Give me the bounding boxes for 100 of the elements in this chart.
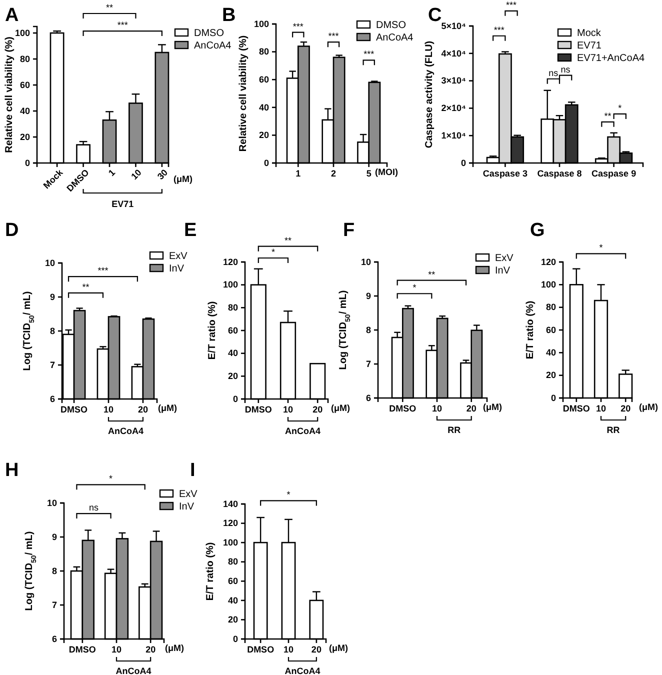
y-tick-label: 120 <box>540 256 556 267</box>
text: * <box>286 490 291 500</box>
x-axis-title: (μM) <box>483 402 502 412</box>
x-tick-label: DMSO <box>244 404 272 414</box>
y-tick-label: 0 <box>24 158 30 168</box>
y-tick-label: 100 <box>222 537 238 548</box>
chart-title: D <box>5 220 19 241</box>
y-tick-label: 60 <box>546 324 556 335</box>
y-tick-label: 3×10⁴ <box>441 76 466 86</box>
x-tick-label: 5 <box>366 168 372 178</box>
x-tick-label: 20 <box>312 404 323 414</box>
legend-label: DMSO <box>376 20 406 31</box>
y-tick-label: 20 <box>258 130 269 140</box>
y-tick-label: 4×10⁴ <box>441 48 466 58</box>
x-tick-label: 10 <box>596 403 606 414</box>
y-tick-label: 7 <box>50 360 55 370</box>
y-tick-label: 80 <box>228 556 238 567</box>
y-axis-title: Relative cell viability (%) <box>238 35 249 152</box>
legend-label: ExV <box>495 253 514 264</box>
y-tick-label: 10 <box>360 256 371 267</box>
legend-label: InV <box>169 264 184 274</box>
y-tick-label: 40 <box>20 106 30 116</box>
legend-label: InV <box>179 502 194 512</box>
chart-title: H <box>5 460 19 481</box>
y-tick-label: 120 <box>222 518 238 528</box>
x-tick-label: DMSO <box>247 644 274 654</box>
x-tick-label: 10 <box>282 404 294 414</box>
y-tick-label: 1×10⁴ <box>441 130 466 140</box>
text: AnCoA4 <box>285 426 321 436</box>
y-tick-label: 100 <box>222 280 238 290</box>
text: RR <box>448 425 462 435</box>
y-tick-label: 100 <box>540 280 556 290</box>
y-tick-label: 6 <box>52 634 57 644</box>
text: RR <box>606 425 620 435</box>
chart-title: B <box>222 5 236 26</box>
y-tick-label: 9 <box>50 292 55 302</box>
y-tick-label: 80 <box>20 54 30 64</box>
x-axis-title: (MOI) <box>375 167 398 177</box>
y-tick-label: 80 <box>228 302 238 313</box>
y-tick-label: 120 <box>222 256 238 267</box>
y-tick-label: 60 <box>228 576 238 586</box>
x-tick-label: 10 <box>111 644 122 654</box>
y-tick-label: 80 <box>258 46 269 57</box>
y-tick-label: 9 <box>366 290 371 301</box>
text: *** <box>506 0 517 10</box>
y-tick-label: 20 <box>228 614 238 625</box>
y-tick-label: 20 <box>20 132 30 142</box>
annotation: *** <box>292 21 304 32</box>
x-tick-label: 10 <box>432 403 442 414</box>
y-tick-label: 100 <box>14 28 30 38</box>
x-tick-label: 20 <box>311 644 322 654</box>
x-axis-title: (μM) <box>331 403 350 413</box>
x-tick-label: 30 <box>155 167 170 182</box>
text: AnCoA4 <box>116 666 152 675</box>
x-tick-label: 20 <box>138 404 148 414</box>
y-tick-label: 60 <box>20 80 30 90</box>
y-tick-label: 80 <box>546 302 556 312</box>
y-axis-title: Relative cell viability (%) <box>4 36 15 153</box>
annotation: ** <box>82 282 90 292</box>
annotation: *** <box>364 49 375 60</box>
legend-label: AnCoA4 <box>194 40 232 52</box>
x-tick-label: 2 <box>330 168 336 178</box>
y-tick-label: 0 <box>550 392 556 403</box>
x-axis-title: (μM) <box>165 643 184 653</box>
y-tick-label: 40 <box>546 348 556 358</box>
y-axis-title: E/T ratio (%) <box>525 300 536 360</box>
y-tick-label: 0 <box>232 634 238 644</box>
legend-label: EV71+AnCoA4 <box>577 53 645 64</box>
legend-label: Mock <box>577 28 602 39</box>
y-tick-label: 0 <box>232 394 238 404</box>
x-tick-label: Caspase 8 <box>537 168 582 178</box>
y-tick-label: 40 <box>258 102 269 112</box>
chart-title: C <box>428 5 442 26</box>
y-tick-label: 40 <box>228 595 238 606</box>
x-axis-title: (μM) <box>158 403 177 413</box>
legend-label: AnCoA4 <box>376 32 414 44</box>
y-tick-label: 20 <box>546 370 556 380</box>
y-tick-label: 8 <box>52 566 57 576</box>
x-tick-label: 10 <box>129 167 144 182</box>
text: * <box>109 474 114 484</box>
text: * <box>271 247 276 258</box>
x-tick-label: DMSO <box>562 403 590 414</box>
y-tick-label: 100 <box>254 18 269 29</box>
chart-title: I <box>190 460 196 481</box>
x-tick-label: 1 <box>106 167 118 178</box>
chart-title: A <box>5 5 19 26</box>
y-tick-label: 6 <box>50 394 55 404</box>
text: EV71 <box>112 199 134 209</box>
y-tick-label: 5×10⁴ <box>441 20 466 31</box>
x-tick-label: Caspase 9 <box>592 168 636 178</box>
x-tick-label: 20 <box>620 403 631 414</box>
annotation: ns <box>548 68 559 78</box>
legend-label: ExV <box>169 251 188 262</box>
y-tick-label: 7 <box>366 358 371 369</box>
legend-label: DMSO <box>194 28 224 39</box>
x-tick-label: 10 <box>103 404 114 414</box>
x-axis-title: (μM) <box>174 174 192 184</box>
annotation: * <box>412 282 417 293</box>
annotation: ns <box>560 64 571 74</box>
chart-title: G <box>530 220 545 241</box>
